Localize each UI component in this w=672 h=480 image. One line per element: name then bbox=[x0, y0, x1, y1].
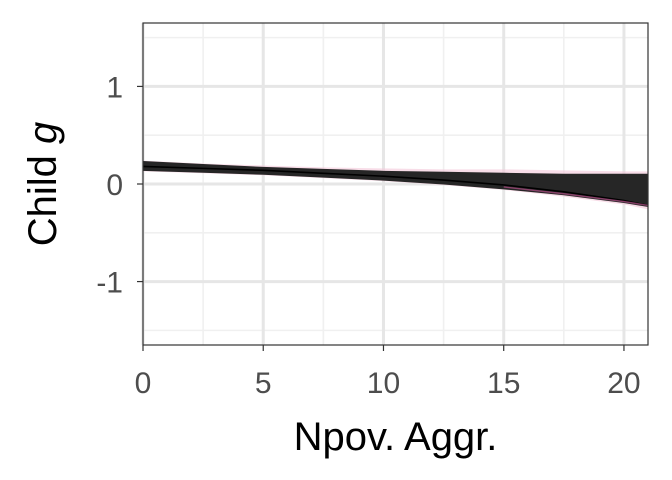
y-axis-title: Child g bbox=[21, 122, 65, 247]
x-axis-title: Npov. Aggr. bbox=[294, 415, 498, 459]
y-tick-label: -1 bbox=[96, 267, 123, 300]
y-axis-title-italic: g bbox=[21, 122, 65, 144]
x-tick-label: 5 bbox=[255, 367, 272, 400]
x-tick-label: 10 bbox=[367, 367, 400, 400]
axis-ticks: 0 5 10 15 20 -1 0 1 bbox=[96, 71, 640, 400]
y-tick-label: 1 bbox=[106, 71, 123, 104]
y-axis-title-main: Child bbox=[21, 144, 65, 246]
x-tick-label: 15 bbox=[487, 367, 520, 400]
y-tick-label: 0 bbox=[106, 169, 123, 202]
x-tick-label: 20 bbox=[607, 367, 640, 400]
x-tick-label: 0 bbox=[135, 367, 152, 400]
band-accent-line bbox=[503, 186, 649, 207]
band-edge-line bbox=[142, 165, 649, 207]
